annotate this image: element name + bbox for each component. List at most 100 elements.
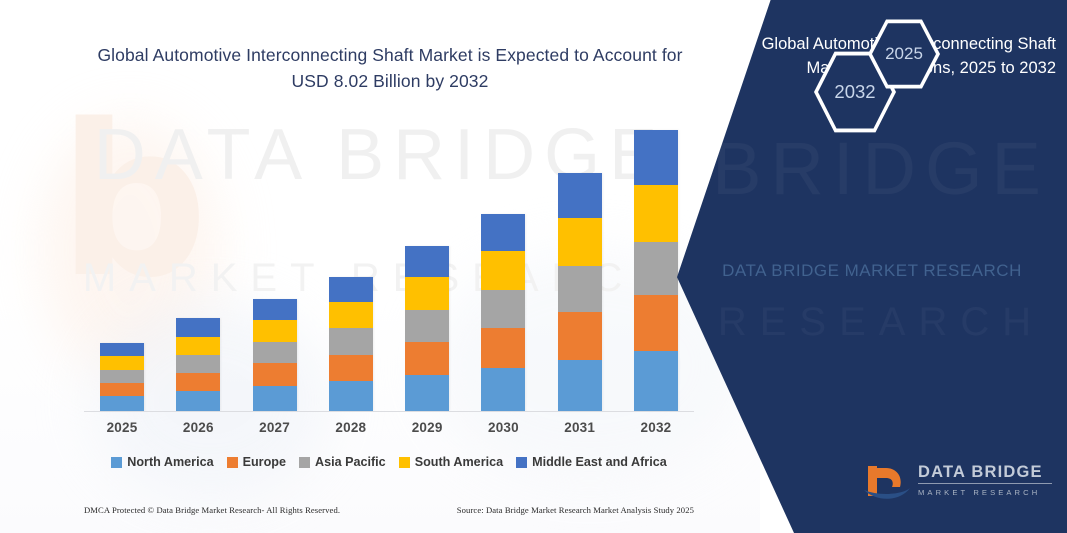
x-axis-label: 2029 — [411, 420, 443, 435]
logo-wordmark: DATA BRIDGE MARKET RESEARCH — [918, 463, 1052, 497]
legend-swatch-icon — [298, 456, 310, 468]
bar-segment — [252, 363, 297, 387]
x-axis-labels: 2025 2026 2027 2028 2029 2030 2031 2032 — [84, 420, 694, 435]
footer-copyright: DMCA Protected © Data Bridge Market Rese… — [84, 505, 341, 515]
stacked-bar — [405, 245, 450, 411]
footer: DMCA Protected © Data Bridge Market Rese… — [84, 505, 694, 515]
logo-mark-svg — [864, 466, 910, 499]
bar-segment — [481, 328, 526, 369]
legend-item[interactable]: Europe — [226, 455, 286, 469]
bar-segment — [557, 172, 602, 218]
bar-segment — [557, 217, 602, 266]
bar-segment — [481, 214, 526, 251]
hexagon-fill — [872, 23, 936, 85]
bar-segment — [633, 351, 678, 411]
panel-brand-text: DATA BRIDGE MARKET RESEARCH — [722, 261, 1022, 280]
legend-label: Middle East and Africa — [532, 455, 667, 469]
bar-segment — [481, 250, 526, 291]
chart-plot-area — [84, 120, 694, 412]
bar-segment — [100, 356, 144, 370]
x-axis-label: 2030 — [487, 420, 519, 435]
bar-segment — [481, 368, 526, 411]
x-axis-line — [84, 411, 694, 412]
bar-segment — [405, 245, 450, 278]
bar-segment — [633, 184, 678, 243]
bar-segment — [557, 265, 602, 312]
chart-legend: North America Europe Asia Pacific South Ame… — [84, 455, 694, 469]
bar-segment — [405, 310, 450, 342]
x-axis-label: 2031 — [564, 420, 596, 435]
bar-segment — [252, 320, 297, 342]
hexagon-2025-label: 2025 — [885, 44, 923, 63]
bar-segment — [328, 328, 373, 355]
bar-segment — [252, 386, 297, 411]
bar-column — [313, 277, 389, 411]
stacked-bar — [481, 214, 526, 411]
bar-segment — [557, 359, 602, 411]
bar-segment — [557, 311, 602, 360]
bar-segment — [252, 341, 297, 364]
logo-bridge-icon — [862, 462, 912, 502]
bar-segment — [176, 354, 221, 373]
bar-segment — [328, 301, 373, 329]
legend-label: Europe — [242, 455, 286, 469]
legend-swatch-icon — [226, 456, 238, 468]
x-axis-label: 2028 — [335, 420, 367, 435]
bar-column — [618, 129, 694, 411]
chart-title: Global Automotive Interconnecting Shaft … — [97, 45, 683, 92]
legend-label: South America — [414, 455, 504, 469]
bar-segment — [633, 129, 678, 185]
bar-segment — [100, 396, 144, 411]
bar-segment — [328, 354, 373, 382]
bar-column — [237, 298, 313, 411]
x-axis-label: 2025 — [106, 420, 138, 435]
company-logo: DATA BRIDGE MARKET RESEARCH — [862, 460, 1052, 504]
stacked-bar — [557, 172, 602, 411]
hexagon-year-2025: 2025 — [868, 18, 940, 90]
footer-source: Source: Data Bridge Market Research Mark… — [456, 505, 694, 515]
bar-segment — [328, 277, 373, 302]
bar-column — [542, 172, 618, 411]
legend-item[interactable]: Asia Pacific — [298, 455, 386, 469]
logo-subtitle: MARKET RESEARCH — [918, 488, 1041, 498]
bar-segment — [176, 318, 221, 337]
bar-segment — [481, 290, 526, 329]
bar-segment — [405, 341, 450, 375]
x-axis-label: 2032 — [640, 420, 672, 435]
bar-segment — [176, 336, 221, 355]
legend-swatch-icon — [516, 456, 528, 468]
bar-column — [84, 343, 160, 411]
bar-segment — [405, 277, 450, 311]
bar-column — [160, 318, 236, 411]
bar-segment — [100, 369, 144, 383]
legend-swatch-icon — [398, 456, 410, 468]
bar-group — [84, 120, 694, 411]
legend-label: Asia Pacific — [314, 455, 386, 469]
logo-name: DATA BRIDGE — [918, 463, 1052, 485]
hexagon-group: 2032 2025 — [677, 0, 1067, 533]
bar-segment — [176, 391, 221, 411]
bar-segment — [633, 242, 678, 296]
stacked-bar — [328, 277, 373, 411]
hexagon-2032-label: 2032 — [834, 81, 876, 102]
legend-label: North America — [127, 455, 214, 469]
stacked-bar — [176, 318, 221, 411]
bar-segment — [100, 343, 144, 357]
bar-segment — [176, 372, 221, 392]
legend-item[interactable]: South America — [398, 455, 504, 469]
x-axis-label: 2026 — [182, 420, 214, 435]
stacked-bar — [100, 343, 144, 411]
bar-segment — [252, 298, 297, 321]
legend-item[interactable]: North America — [111, 455, 214, 469]
bar-segment — [100, 382, 144, 397]
legend-swatch-icon — [111, 456, 123, 468]
bar-segment — [328, 381, 373, 411]
chart-pane: b DATA BRIDGE MARKET RESEARCH Global Aut… — [0, 0, 760, 533]
bar-column — [389, 245, 465, 411]
stacked-bar — [633, 129, 678, 411]
bar-segment — [633, 295, 678, 352]
legend-item[interactable]: Middle East and Africa — [516, 455, 667, 469]
x-axis-label: 2027 — [259, 420, 290, 435]
stacked-bar — [252, 298, 297, 411]
